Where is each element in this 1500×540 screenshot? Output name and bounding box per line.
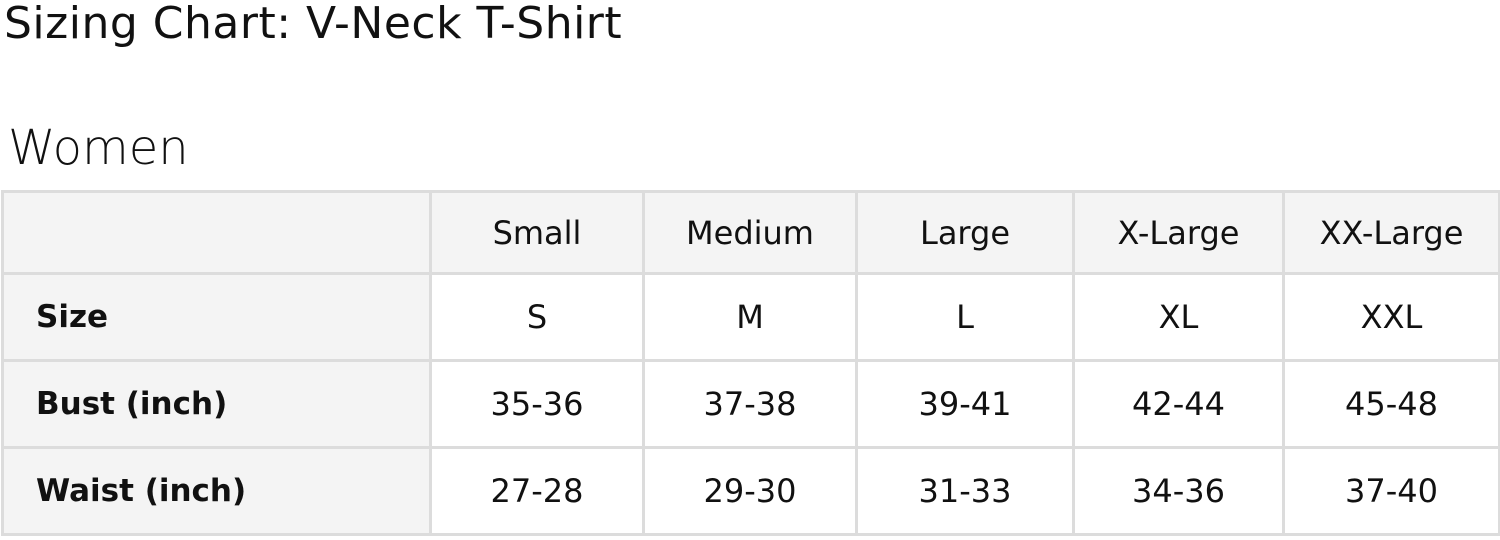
table-cell: 31-33	[855, 446, 1075, 536]
table-cell: 37-40	[1282, 446, 1500, 536]
table-row: Waist (inch) 27-28 29-30 31-33 34-36 37-…	[1, 446, 1500, 536]
column-header: XX-Large	[1282, 190, 1500, 275]
column-header: Medium	[642, 190, 858, 275]
table-cell: 45-48	[1282, 359, 1500, 449]
table-cell: L	[855, 272, 1075, 362]
table-cell: 29-30	[642, 446, 858, 536]
column-header: Small	[429, 190, 645, 275]
table-cell: M	[642, 272, 858, 362]
table-cell: XXL	[1282, 272, 1500, 362]
table-cell: 34-36	[1072, 446, 1285, 536]
table-cell: 37-38	[642, 359, 858, 449]
table-cell: XL	[1072, 272, 1285, 362]
table-header-row: Small Medium Large X-Large XX-Large	[1, 190, 1500, 275]
page-title: Sizing Chart: V-Neck T-Shirt	[4, 0, 623, 49]
row-label: Size	[1, 272, 432, 362]
table-cell: 35-36	[429, 359, 645, 449]
column-header: X-Large	[1072, 190, 1285, 275]
column-header-empty	[1, 190, 432, 275]
section-title: Women	[8, 120, 189, 176]
column-header: Large	[855, 190, 1075, 275]
table-row: Bust (inch) 35-36 37-38 39-41 42-44 45-4…	[1, 359, 1500, 449]
row-label: Bust (inch)	[1, 359, 432, 449]
table-cell: 27-28	[429, 446, 645, 536]
sizing-table: Small Medium Large X-Large XX-Large Size…	[1, 190, 1500, 536]
table-cell: 42-44	[1072, 359, 1285, 449]
table-row: Size S M L XL XXL	[1, 272, 1500, 362]
table-cell: S	[429, 272, 645, 362]
table-cell: 39-41	[855, 359, 1075, 449]
row-label: Waist (inch)	[1, 446, 432, 536]
